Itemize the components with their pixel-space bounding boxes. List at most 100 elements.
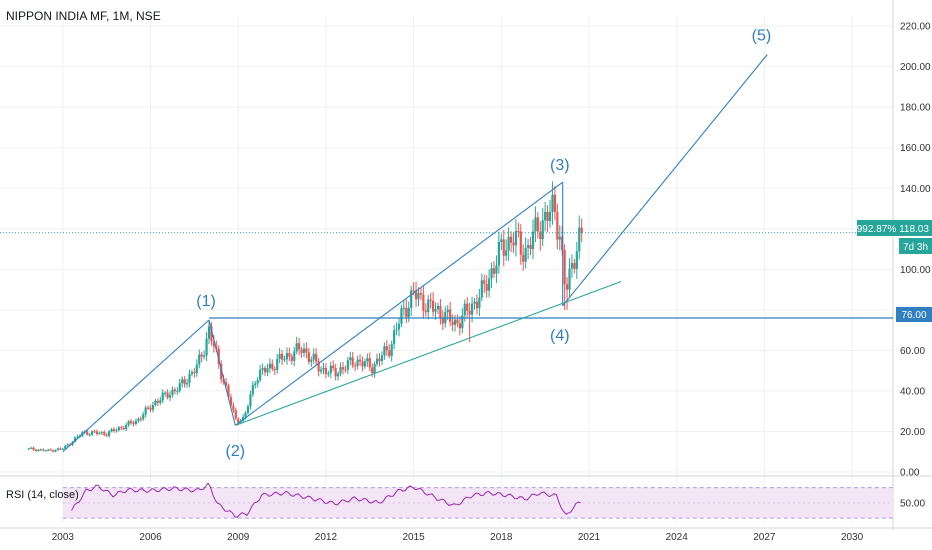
candle-body: [32, 447, 35, 450]
candle-body: [548, 211, 552, 222]
candle-body: [302, 348, 306, 354]
candle-body: [237, 418, 240, 423]
candle-body: [546, 211, 549, 222]
candle-body: [132, 423, 135, 425]
time-tick-2006: 2006: [139, 532, 162, 543]
candle-body: [246, 406, 250, 413]
candle-body: [319, 369, 323, 372]
candle-body: [397, 323, 401, 330]
candle-body: [307, 352, 310, 362]
candle-body: [500, 239, 503, 242]
chart-grid: [0, 0, 932, 530]
candle-body: [37, 449, 40, 452]
trend-lines: [62, 54, 893, 453]
candle-body: [112, 429, 116, 431]
chart-title: NIPPON INDIA MF, 1M, NSE: [6, 9, 161, 23]
candle-body: [531, 231, 535, 250]
candle-body: [524, 247, 527, 262]
percent-change-label: 992.87%: [857, 224, 897, 235]
candle-body: [64, 445, 67, 449]
candle-body: [254, 383, 257, 386]
candle-body: [290, 356, 293, 361]
candle-body: [125, 424, 128, 430]
trend-line-1: [208, 319, 236, 426]
candle-body: [475, 301, 479, 309]
candle-body: [256, 380, 259, 384]
candle-body: [90, 431, 94, 435]
candle-body: [580, 227, 583, 233]
candle-body: [276, 358, 279, 371]
candle-body: [117, 427, 120, 431]
candle-body: [449, 309, 452, 322]
candle-body: [536, 217, 539, 232]
price-tick-60.00: 60.00: [900, 346, 925, 357]
candle-body: [434, 309, 437, 312]
candle-body: [315, 353, 318, 362]
candle-body: [127, 421, 130, 425]
candle-body: [551, 194, 554, 212]
candle-body: [332, 365, 335, 369]
candle-body: [568, 268, 571, 290]
candle-body: [100, 432, 103, 434]
candle-body: [395, 329, 398, 331]
candle-body: [234, 410, 237, 419]
candle-body: [556, 211, 559, 240]
candle-body: [375, 358, 379, 365]
candle-body: [190, 372, 194, 375]
candle-body: [300, 349, 303, 354]
candle-body: [73, 437, 77, 442]
candle-body: [59, 448, 62, 450]
trend-line-4: [562, 54, 768, 307]
candle-body: [271, 363, 274, 369]
candle-body: [200, 354, 203, 357]
candle-body: [266, 368, 269, 373]
candle-body: [27, 448, 30, 450]
percent-change-tag: [857, 220, 896, 236]
candle-body: [224, 382, 228, 386]
candle-body: [312, 353, 315, 360]
wave-label-4: (4): [550, 327, 570, 344]
candle-body: [544, 211, 547, 221]
rsi-label: RSI (14, close): [6, 489, 79, 501]
candle-body: [229, 397, 233, 406]
candle-body: [427, 299, 430, 313]
candle-body: [295, 343, 298, 352]
candle-body: [358, 359, 362, 362]
candle-body: [422, 294, 425, 311]
horizontal-level-tag: [896, 307, 932, 322]
price-tags: 992.87% 118.03 7d 3h 76.00: [857, 220, 932, 322]
candle-body: [34, 449, 38, 452]
candle-body: [519, 231, 522, 255]
candle-body: [573, 263, 576, 269]
price-tick-200.00: 200.00: [900, 62, 931, 73]
time-tick-2027: 2027: [753, 532, 776, 543]
candle-body: [220, 363, 223, 380]
price-tick-20.00: 20.00: [900, 427, 925, 438]
candle-body: [419, 293, 423, 295]
candle-body: [410, 290, 413, 308]
candle-body: [527, 245, 530, 248]
candle-body: [108, 431, 111, 436]
candle-body: [490, 268, 493, 279]
candle-body: [280, 353, 284, 360]
candle-body: [534, 217, 537, 232]
candle-body: [456, 319, 459, 324]
price-tick-220.00: 220.00: [900, 22, 931, 33]
candle-body: [502, 239, 505, 256]
candle-body: [66, 444, 69, 446]
candle-body: [495, 265, 498, 274]
candle-body: [168, 395, 172, 398]
candle-body: [149, 407, 152, 410]
candle-body: [39, 449, 43, 451]
candle-body: [212, 341, 215, 347]
candle-body: [217, 348, 220, 364]
candle-body: [76, 436, 79, 438]
candle-body: [183, 379, 186, 385]
candle-body: [390, 344, 393, 356]
candle-body: [176, 390, 179, 392]
candlestick-series: [0, 181, 893, 453]
candle-body: [539, 231, 542, 240]
candle-body: [417, 293, 420, 300]
candle-body: [317, 361, 320, 372]
